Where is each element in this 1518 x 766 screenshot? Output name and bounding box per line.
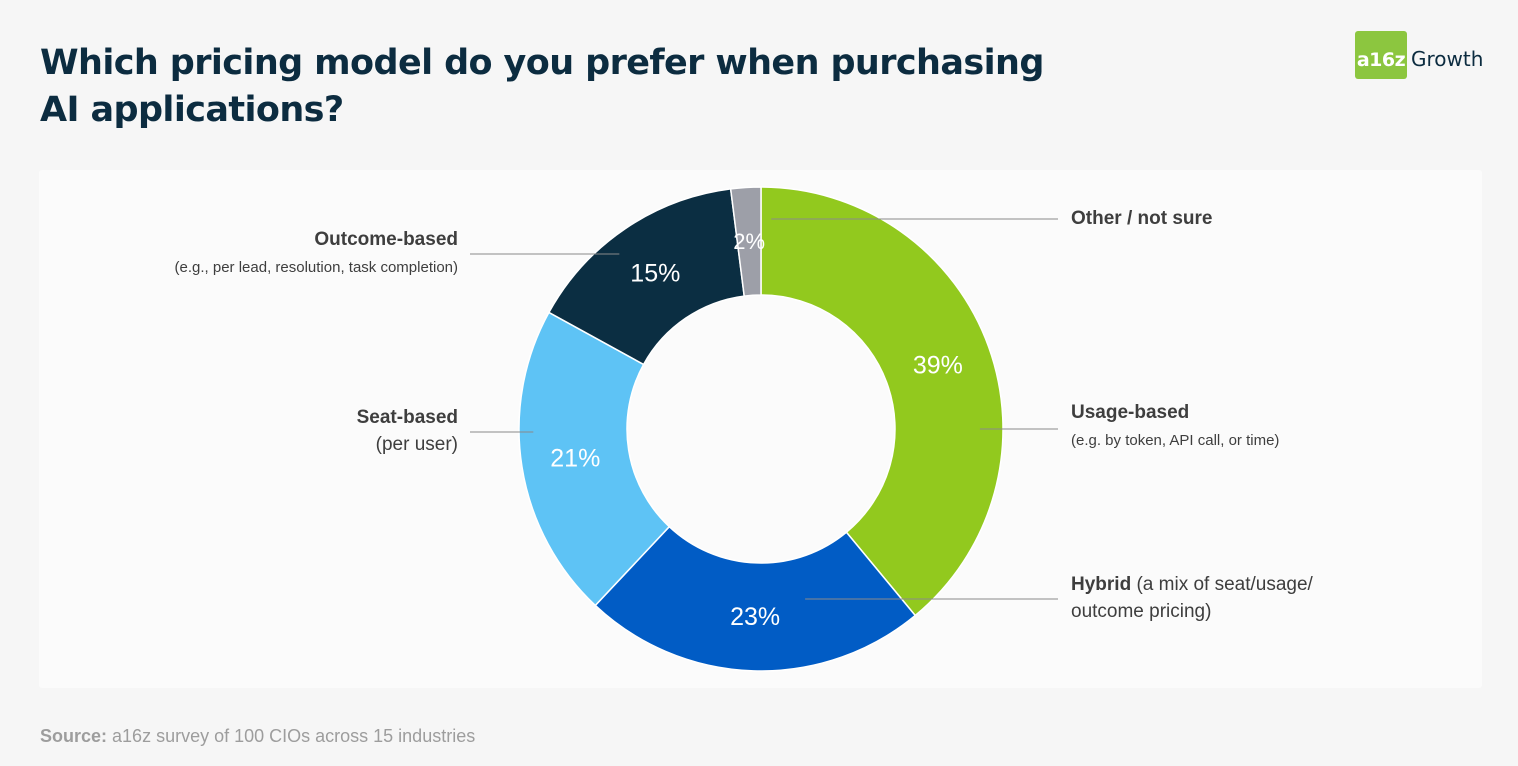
usage-sub-label: (e.g. by token, API call, or time) [1071, 432, 1280, 449]
a16z-logo-mark: a16z [1355, 31, 1407, 79]
seat-sub-label: (per user) [375, 434, 458, 455]
hybrid-label: Hybrid [1071, 574, 1132, 595]
donut-slices [518, 186, 1004, 672]
hybrid-desc-line1: (a mix of seat/usage/ [1131, 574, 1313, 595]
outcome-sub-label: (e.g., per lead, resolution, task comple… [174, 259, 458, 276]
value-labels: 39% 23% 21% 15% 2% [550, 229, 963, 631]
source-note: Source: a16z survey of 100 CIOs across 1… [40, 726, 475, 747]
value-label-seat: 21% [550, 444, 600, 472]
slice-usage [760, 186, 1004, 617]
usage-label: Usage-based [1071, 402, 1190, 423]
outcome-label: Outcome-based [314, 229, 458, 250]
a16z-growth-logo: a16z Growth [1355, 31, 1483, 79]
slice-seat [518, 311, 671, 607]
source-text: a16z survey of 100 CIOs across 15 indust… [107, 726, 476, 746]
other-label: Other / not sure [1071, 208, 1213, 229]
hybrid-desc-line2: outcome pricing) [1071, 601, 1212, 622]
legend-label-seat: Seat-based (per user) [250, 404, 458, 458]
slice-hybrid [594, 525, 917, 672]
legend-label-other: Other / not sure [1071, 205, 1391, 232]
source-prefix: Source: [40, 726, 108, 746]
legend-label-outcome: Outcome-based (e.g., per lead, resolutio… [130, 226, 458, 279]
value-label-other: 2% [733, 229, 765, 254]
value-label-outcome: 15% [630, 260, 680, 288]
leader-lines [470, 218, 1058, 600]
value-label-hybrid: 23% [730, 603, 780, 631]
legend-label-hybrid: Hybrid (a mix of seat/usage/ outcome pri… [1071, 571, 1401, 625]
seat-label: Seat-based [356, 407, 458, 428]
legend-label-usage: Usage-based (e.g. by token, API call, or… [1071, 399, 1401, 452]
chart-title: Which pricing model do you prefer when p… [40, 43, 1044, 130]
value-label-usage: 39% [913, 351, 963, 379]
slice-other [729, 186, 762, 297]
logo-word: Growth [1411, 47, 1484, 71]
